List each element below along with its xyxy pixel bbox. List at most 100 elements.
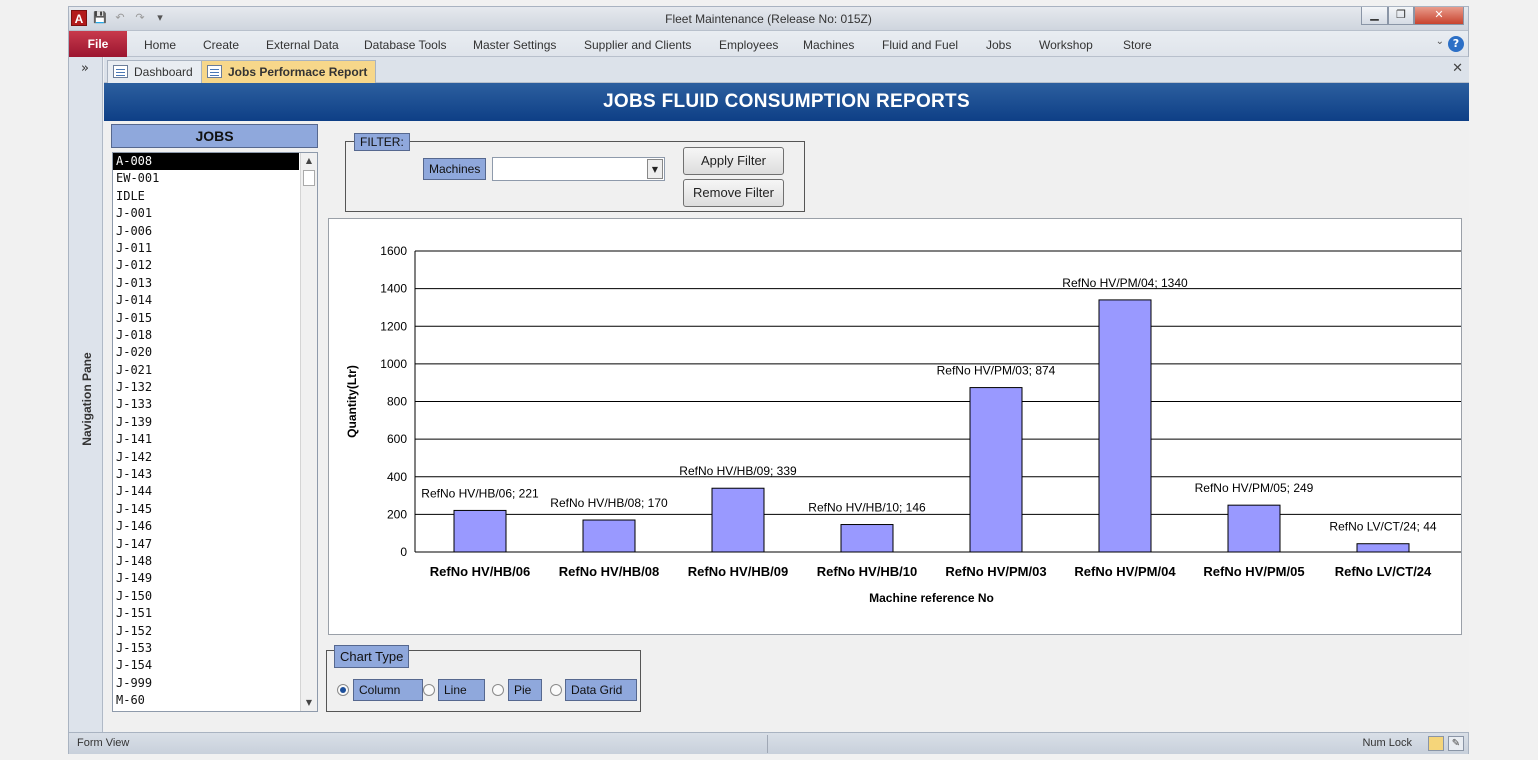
list-item[interactable]: J-151 (116, 606, 153, 621)
tab-external-data[interactable]: External Data (266, 38, 339, 52)
list-item[interactable]: J-149 (116, 571, 153, 586)
machines-label: Machines (423, 158, 487, 180)
tab-database-tools[interactable]: Database Tools (364, 38, 447, 52)
list-item[interactable]: M-60 (116, 693, 145, 708)
list-item[interactable]: A-008 (113, 153, 299, 171)
list-item[interactable]: J-014 (116, 293, 153, 308)
window-title: Fleet Maintenance (Release No: 015Z) (665, 12, 872, 26)
list-item[interactable]: J-999 (116, 675, 153, 690)
chart-type-legend: Chart Type (334, 645, 410, 668)
list-item[interactable]: J-132 (116, 380, 153, 395)
list-item[interactable]: J-152 (116, 623, 153, 638)
jobs-listbox[interactable]: A-008 EW-001 IDLE J-001 J-006 J-011 J-012 J-013… (112, 152, 318, 712)
chart-type-group: Chart Type Column Line Pie Data Grid (326, 645, 641, 712)
y-tick-label: 1400 (380, 282, 407, 296)
radio-line[interactable] (423, 684, 435, 696)
list-item[interactable]: J-150 (116, 588, 153, 603)
tab-master-settings[interactable]: Master Settings (473, 38, 557, 52)
chevron-down-icon[interactable]: ⌄ (1435, 36, 1444, 47)
list-item[interactable]: J-020 (116, 345, 153, 360)
data-label: RefNo HV/HB/09; 339 (679, 464, 797, 478)
expand-nav-icon[interactable]: » (81, 61, 89, 76)
list-item[interactable]: J-147 (116, 536, 153, 551)
radio-pie-label[interactable]: Pie (508, 679, 542, 701)
bar (840, 524, 894, 553)
bar (711, 487, 765, 553)
tab-supplier-clients[interactable]: Supplier and Clients (584, 38, 692, 52)
tab-dashboard[interactable]: Dashboard (107, 60, 202, 83)
list-item[interactable]: J-145 (116, 501, 153, 516)
radio-pie[interactable] (492, 684, 504, 696)
close-document-icon[interactable]: ✕ (1452, 61, 1463, 76)
list-item[interactable]: J-144 (116, 484, 153, 499)
customize-toolbar-icon[interactable]: ▾ (157, 11, 163, 24)
scroll-up-icon[interactable]: ▲ (305, 156, 313, 165)
tab-store[interactable]: Store (1123, 38, 1152, 52)
list-item[interactable]: J-013 (116, 275, 153, 290)
radio-column-label[interactable]: Column (353, 679, 423, 701)
access-app-icon[interactable]: A (71, 10, 87, 26)
list-item[interactable]: J-015 (116, 310, 153, 325)
list-item[interactable]: J-012 (116, 258, 153, 273)
list-item[interactable]: IDLE (116, 188, 145, 203)
form-view-icon[interactable] (1428, 736, 1444, 751)
machines-combobox[interactable]: ▼ (492, 157, 665, 181)
maximize-button[interactable]: ❐ (1388, 7, 1414, 25)
list-item[interactable]: J-011 (116, 240, 153, 255)
list-item[interactable]: J-021 (116, 362, 153, 377)
radio-column[interactable] (337, 684, 349, 696)
list-item[interactable]: J-133 (116, 397, 153, 412)
tab-report-label: Jobs Performace Report (228, 65, 368, 79)
file-tab[interactable]: File (69, 31, 127, 57)
radio-data-grid-label[interactable]: Data Grid (565, 679, 637, 701)
list-item[interactable]: J-006 (116, 223, 153, 238)
tab-workshop[interactable]: Workshop (1039, 38, 1093, 52)
undo-icon[interactable]: ↶ (115, 11, 125, 24)
chevron-down-icon[interactable]: ▼ (647, 159, 663, 179)
tab-jobs[interactable]: Jobs (986, 38, 1012, 52)
list-item[interactable]: J-143 (116, 467, 153, 482)
document-tabs: Dashboard Jobs Performace Report ✕ (104, 57, 1469, 83)
tab-jobs-performance-report[interactable]: Jobs Performace Report (201, 60, 377, 83)
tab-home[interactable]: Home (144, 38, 177, 52)
close-button[interactable]: ✕ (1414, 7, 1464, 25)
radio-line-label[interactable]: Line (438, 679, 485, 701)
tab-create[interactable]: Create (203, 38, 240, 52)
list-item[interactable]: EW-001 (116, 171, 160, 186)
data-label: RefNo HV/PM/05; 249 (1195, 481, 1314, 495)
list-item[interactable]: J-154 (116, 658, 153, 673)
bar (1356, 543, 1410, 553)
list-item[interactable]: J-141 (116, 432, 153, 447)
bar (582, 519, 636, 553)
list-item[interactable]: J-148 (116, 553, 153, 568)
design-view-icon[interactable]: ✎ (1448, 736, 1464, 751)
list-item[interactable]: J-001 (116, 206, 153, 221)
apply-filter-button[interactable]: Apply Filter (683, 147, 784, 175)
help-icon[interactable]: ? (1448, 36, 1464, 52)
save-icon[interactable]: 💾 (93, 11, 107, 24)
list-scrollbar[interactable]: ▲ ▼ (300, 153, 317, 711)
tab-fluid-fuel[interactable]: Fluid and Fuel (882, 38, 959, 52)
scroll-thumb[interactable] (303, 170, 315, 186)
list-item[interactable]: J-018 (116, 327, 153, 342)
redo-icon[interactable]: ↷ (135, 11, 145, 24)
bar (969, 387, 1023, 553)
remove-filter-button[interactable]: Remove Filter (683, 179, 784, 207)
list-item[interactable]: J-153 (116, 640, 153, 655)
form-icon (113, 65, 128, 78)
status-numlock: Num Lock (1362, 737, 1412, 749)
tab-employees[interactable]: Employees (719, 38, 779, 52)
list-item[interactable]: J-139 (116, 414, 153, 429)
scroll-down-icon[interactable]: ▼ (305, 698, 313, 707)
tab-machines[interactable]: Machines (803, 38, 855, 52)
chart-area: 0 200 400 600 800 1000 1200 1400 1600 Quantity(Lt… (328, 218, 1462, 635)
list-item[interactable]: J-146 (116, 519, 153, 534)
list-item[interactable]: J-142 (116, 449, 153, 464)
status-bar: Form View Num Lock ✎ (69, 732, 1468, 754)
minimize-button[interactable]: ▁ (1361, 7, 1388, 25)
x-tick-label: RefNo HV/PM/04 (1074, 564, 1176, 579)
radio-data-grid[interactable] (550, 684, 562, 696)
x-tick-label: RefNo HV/HB/10 (817, 564, 917, 579)
navigation-pane[interactable]: » Navigation Pane (69, 57, 103, 732)
column-chart: 0 200 400 600 800 1000 1200 1400 1600 Quantity(Lt… (345, 244, 1461, 605)
